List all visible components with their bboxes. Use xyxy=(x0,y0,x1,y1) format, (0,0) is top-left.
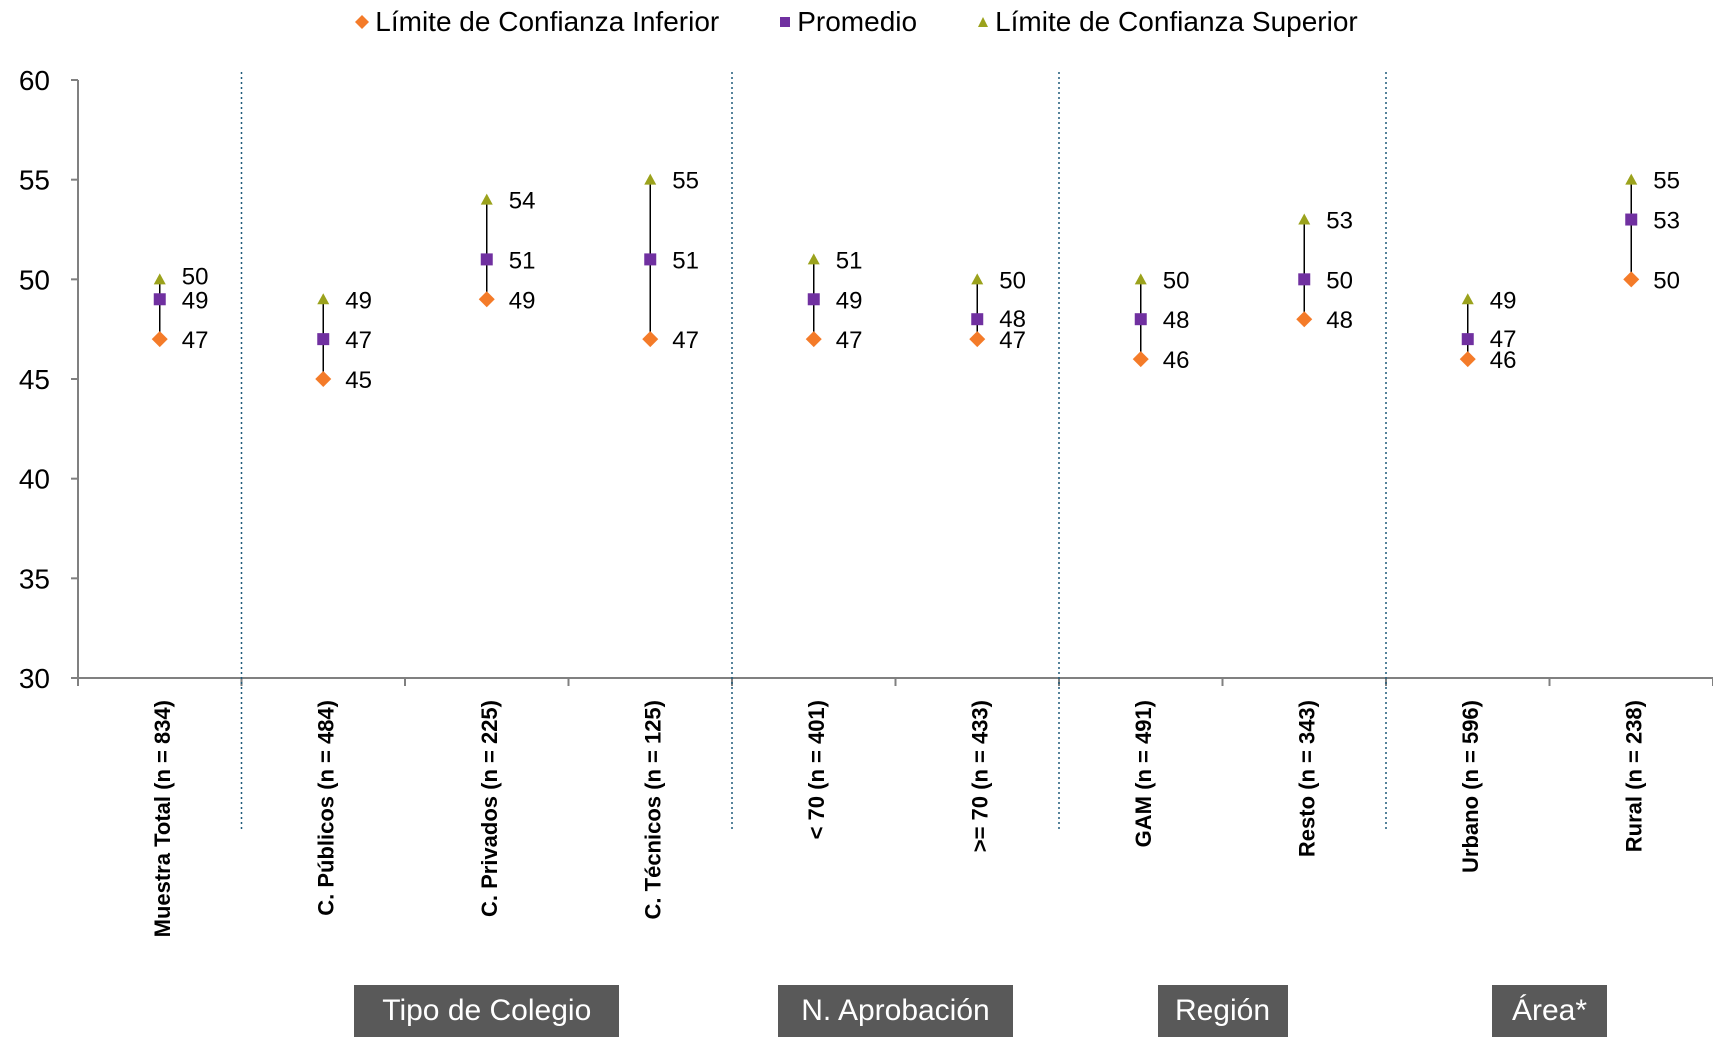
legend-label: Promedio xyxy=(797,6,918,37)
data-label: 47 xyxy=(182,327,209,354)
data-label: 51 xyxy=(672,247,699,274)
data-label: 47 xyxy=(836,327,863,354)
legend-item-upper-limit: Límite de Confianza Superior xyxy=(977,6,1358,38)
data-label: 50 xyxy=(999,267,1026,294)
data-label: 48 xyxy=(999,306,1026,333)
lower-limit-point xyxy=(1459,351,1476,368)
data-label: 51 xyxy=(509,247,536,274)
upper-limit-point xyxy=(153,273,166,285)
lower-limit-point xyxy=(1132,351,1149,368)
lower-limit-point xyxy=(969,331,986,348)
group-label: Región xyxy=(1157,985,1288,1037)
square-marker-icon xyxy=(780,17,791,27)
data-label: 48 xyxy=(1163,307,1190,334)
y-tick-label: 45 xyxy=(19,364,50,395)
mean-point xyxy=(807,293,820,306)
x-category-label: C. Técnicos (n = 125) xyxy=(640,700,665,919)
legend-item-mean: Promedio xyxy=(779,6,917,38)
data-label: 55 xyxy=(672,168,699,195)
data-label: 50 xyxy=(1163,267,1190,294)
x-category-label: Resto (n = 343) xyxy=(1294,700,1319,857)
upper-limit-point xyxy=(1134,273,1147,285)
data-label: 50 xyxy=(1326,267,1353,294)
data-label: 45 xyxy=(345,367,372,394)
data-label: 53 xyxy=(1326,208,1353,235)
lower-limit-point xyxy=(642,331,659,348)
data-label: 49 xyxy=(182,287,209,314)
data-label: 50 xyxy=(1653,267,1680,294)
upper-limit-point xyxy=(644,173,657,185)
upper-limit-point xyxy=(807,253,820,265)
data-label: 49 xyxy=(1490,287,1517,314)
group-label: Área* xyxy=(1492,985,1607,1037)
y-tick-label: 40 xyxy=(19,464,50,495)
x-category-label: < 70 (n = 401) xyxy=(804,700,829,839)
lower-limit-point xyxy=(1623,271,1640,288)
diamond-marker-icon xyxy=(355,15,370,29)
group-label: Tipo de Colegio xyxy=(354,985,620,1037)
y-tick-label: 60 xyxy=(19,65,50,96)
mean-point xyxy=(1298,273,1311,286)
data-label: 47 xyxy=(1490,326,1517,353)
mean-point xyxy=(971,313,984,326)
x-category-label: C. Públicos (n = 484) xyxy=(313,700,338,916)
x-category-label: GAM (n = 491) xyxy=(1131,700,1156,847)
x-category-label: Rural (n = 238) xyxy=(1621,700,1646,852)
data-label: 50 xyxy=(182,263,209,290)
triangle-marker-icon xyxy=(978,17,989,27)
upper-limit-point xyxy=(317,293,330,305)
lower-limit-point xyxy=(315,371,332,387)
mean-point xyxy=(644,253,657,266)
x-category-label: Urbano (n = 596) xyxy=(1458,700,1483,873)
mean-point xyxy=(1134,313,1147,326)
data-label: 54 xyxy=(509,188,536,215)
y-tick-label: 50 xyxy=(19,264,50,295)
data-label: 49 xyxy=(836,287,863,314)
mean-point xyxy=(1461,333,1474,346)
upper-limit-point xyxy=(480,193,493,205)
lower-limit-point xyxy=(1296,311,1313,328)
mean-point xyxy=(1625,213,1638,226)
data-label: 47 xyxy=(672,327,699,354)
upper-limit-point xyxy=(971,273,984,285)
data-label: 53 xyxy=(1653,208,1680,235)
mean-point xyxy=(317,333,330,346)
data-label: 48 xyxy=(1326,307,1353,334)
legend-label: Límite de Confianza Inferior xyxy=(375,6,720,37)
mean-point xyxy=(480,253,493,266)
data-label: 47 xyxy=(999,327,1026,354)
x-category-label: Muestra Total (n = 834) xyxy=(150,700,175,937)
data-label: 46 xyxy=(1163,347,1190,374)
data-label: 46 xyxy=(1490,347,1517,374)
upper-limit-point xyxy=(1625,173,1638,185)
legend-label: Límite de Confianza Superior xyxy=(995,6,1358,37)
data-label: 49 xyxy=(345,287,372,314)
data-label: 49 xyxy=(509,287,536,314)
legend: Límite de Confianza Inferior Promedio Lí… xyxy=(0,2,1713,42)
data-label: 51 xyxy=(836,247,863,274)
y-tick-label: 55 xyxy=(19,165,50,196)
data-label: 55 xyxy=(1653,168,1680,195)
legend-item-lower-limit: Límite de Confianza Inferior xyxy=(355,6,719,38)
x-category-label: >= 70 (n = 433) xyxy=(967,700,992,852)
data-label: 47 xyxy=(345,327,372,354)
upper-limit-point xyxy=(1298,213,1311,225)
x-category-label: C. Privados (n = 225) xyxy=(477,700,502,917)
upper-limit-point xyxy=(1461,293,1474,305)
group-label: N. Aprobación xyxy=(778,985,1013,1037)
lower-limit-point xyxy=(478,291,495,308)
y-tick-label: 30 xyxy=(19,663,50,694)
mean-point xyxy=(153,293,166,306)
lower-limit-point xyxy=(151,331,168,348)
lower-limit-point xyxy=(805,331,822,348)
y-tick-label: 35 xyxy=(19,563,50,594)
